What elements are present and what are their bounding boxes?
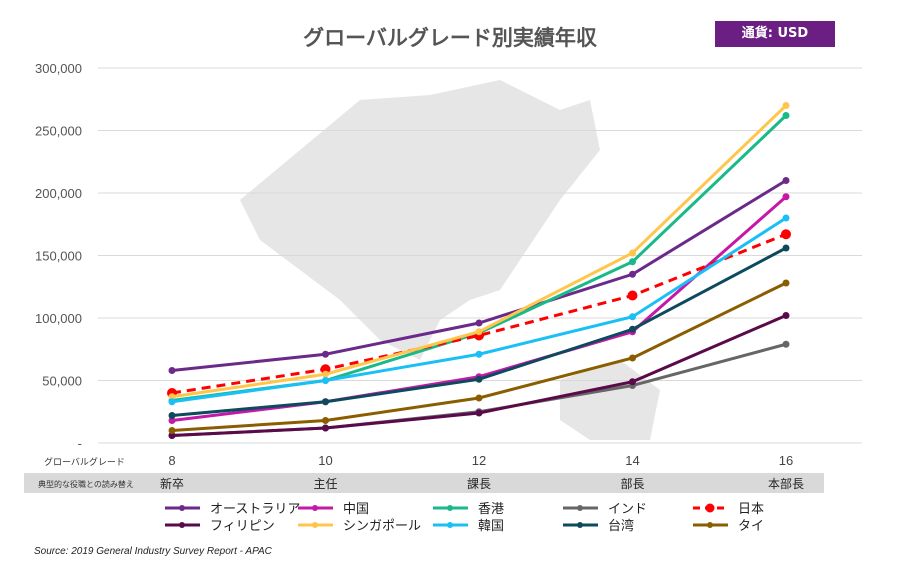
- data-point: [322, 398, 329, 406]
- data-point: [782, 244, 790, 252]
- x-tick-label: 14: [625, 453, 639, 468]
- y-tick-label: 150,000: [35, 249, 82, 264]
- data-point: [782, 112, 790, 119]
- source-note: Source: 2019 General Industry Survey Rep…: [34, 546, 272, 557]
- x-tick-label: 12: [472, 453, 486, 468]
- x-row-label: グローバルグレード: [44, 456, 125, 468]
- legend-marker: [577, 522, 583, 528]
- data-point: [782, 177, 790, 184]
- data-point: [627, 290, 638, 301]
- data-point: [629, 270, 636, 278]
- data-point: [322, 350, 329, 358]
- data-point: [475, 328, 483, 336]
- data-point: [168, 432, 176, 439]
- data-point: [629, 258, 636, 266]
- data-point: [168, 393, 176, 401]
- legend-label: フィリピン: [210, 519, 275, 534]
- legend-marker: [447, 505, 453, 511]
- legend-label: オーストラリア: [210, 502, 300, 517]
- legend-label: 香港: [478, 502, 504, 517]
- legend-marker: [707, 522, 713, 528]
- map-background: [240, 80, 660, 440]
- data-point: [782, 214, 790, 222]
- data-point: [168, 398, 176, 406]
- currency-badge: 通貨: USD: [715, 21, 835, 47]
- legend-label: 中国: [343, 502, 369, 517]
- data-point: [322, 370, 329, 378]
- role-row-label: 典型的な役職との読み替え: [38, 479, 134, 489]
- legend-marker: [577, 505, 583, 511]
- x-tick-label: 10: [318, 453, 332, 468]
- y-tick-label: 100,000: [35, 311, 82, 326]
- chart-title: グローバルグレード別実績年収: [303, 26, 597, 50]
- data-point: [629, 313, 636, 321]
- legend-label: 台湾: [608, 518, 634, 534]
- legend-label: インド: [608, 502, 647, 517]
- role-label: 課長: [467, 476, 491, 491]
- x-tick-label: 8: [168, 453, 175, 468]
- data-point: [168, 367, 176, 374]
- legend-label: 日本: [738, 502, 764, 517]
- data-point: [782, 340, 790, 348]
- legend-marker: [312, 505, 318, 511]
- data-point: [782, 312, 790, 319]
- data-point: [322, 377, 329, 384]
- data-point: [475, 394, 483, 402]
- data-point: [782, 193, 790, 201]
- data-point: [782, 102, 790, 109]
- legend-label: シンガポール: [343, 519, 421, 534]
- data-point: [168, 417, 176, 424]
- data-point: [475, 409, 483, 417]
- data-point: [475, 350, 483, 358]
- role-label: 新卒: [160, 476, 184, 491]
- series-line: [171, 232, 787, 395]
- legend-marker: [179, 522, 185, 528]
- role-row-band: [24, 473, 824, 493]
- legend-label: 韓国: [478, 519, 504, 534]
- data-point: [475, 319, 483, 327]
- data-point: [629, 354, 636, 362]
- role-label: 本部長: [768, 476, 804, 491]
- data-point: [475, 375, 483, 383]
- legend-label: タイ: [738, 519, 764, 534]
- data-point: [629, 249, 636, 257]
- y-tick-label: 300,000: [35, 61, 82, 76]
- y-tick-label: 200,000: [35, 186, 82, 201]
- data-point: [168, 412, 176, 419]
- data-point: [629, 325, 636, 333]
- data-point: [782, 279, 790, 287]
- x-tick-label: 16: [779, 453, 793, 468]
- legend-marker: [312, 522, 318, 528]
- data-point: [322, 417, 329, 424]
- data-point: [781, 229, 791, 240]
- y-tick-label: 250,000: [35, 124, 82, 139]
- y-tick-label: 50,000: [42, 374, 82, 389]
- legend-marker: [179, 505, 185, 511]
- data-point: [168, 427, 176, 434]
- data-point: [629, 378, 636, 386]
- data-point: [322, 424, 329, 432]
- role-label: 主任: [313, 477, 337, 491]
- y-tick-label: -: [78, 436, 82, 451]
- data-point: [320, 364, 331, 375]
- legend-marker: [447, 522, 453, 528]
- legend-marker: [705, 503, 715, 513]
- role-label: 部長: [620, 476, 644, 491]
